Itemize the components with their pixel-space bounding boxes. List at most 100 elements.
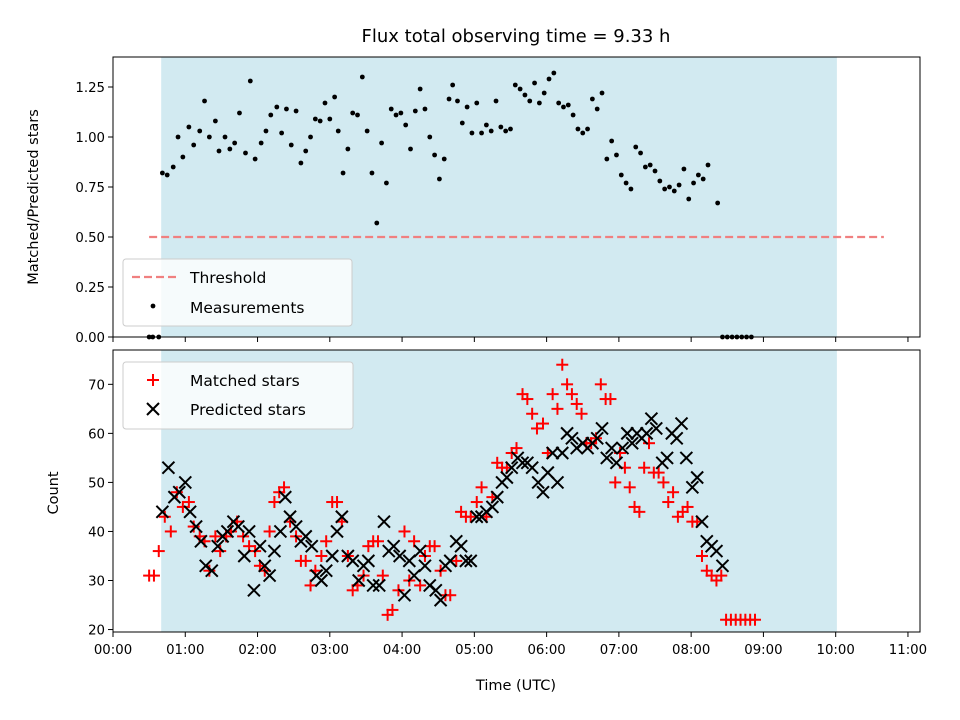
measurement-point xyxy=(284,106,289,112)
measurement-point xyxy=(227,146,233,152)
predicted-stars-point xyxy=(314,573,329,588)
y-tick-label: 0.75 xyxy=(75,181,105,196)
measurement-point xyxy=(705,162,711,168)
matched-stars-point xyxy=(278,481,291,494)
measurement-point xyxy=(197,128,203,134)
measurement-point xyxy=(628,186,634,192)
measurement-point xyxy=(374,220,380,226)
measurement-point xyxy=(298,160,304,166)
matched-stars-point xyxy=(371,535,384,548)
matched-stars-point xyxy=(638,461,651,474)
matched-stars-point xyxy=(209,530,222,543)
matched-stars-point xyxy=(633,505,646,518)
measurement-point xyxy=(676,182,682,188)
measurement-point xyxy=(541,90,547,96)
measurement-point xyxy=(335,128,341,134)
measurement-point xyxy=(164,172,170,178)
predicted-stars-point xyxy=(335,510,349,524)
predicted-stars-point xyxy=(443,554,457,568)
predicted-stars-point xyxy=(242,524,256,539)
matched-stars-point xyxy=(268,496,281,509)
matched-stars-point xyxy=(530,422,543,435)
measurement-point xyxy=(274,104,280,110)
predicted-stars-point xyxy=(620,426,635,441)
measurement-point xyxy=(408,146,413,152)
matched-stars-point xyxy=(320,535,333,548)
measurement-point xyxy=(536,100,542,106)
measurement-point xyxy=(594,106,600,112)
top-y-axis-label: Matched/Predicted stars xyxy=(26,109,42,285)
measurement-point xyxy=(232,140,238,146)
measurement-point xyxy=(388,106,394,112)
predicted-stars-point xyxy=(604,441,619,455)
matched-stars-point xyxy=(331,496,344,509)
measurement-point xyxy=(422,106,428,112)
measurement-point xyxy=(667,184,672,190)
matched-stars-point xyxy=(546,388,559,401)
predicted-stars-point xyxy=(283,510,297,524)
predicted-stars-point xyxy=(550,475,565,490)
measurement-point xyxy=(159,170,165,176)
measurement-point xyxy=(642,164,648,170)
predicted-stars-point xyxy=(377,514,391,529)
x-tick-label: 02:00 xyxy=(238,643,276,658)
measurement-point xyxy=(508,126,513,132)
measurement-point xyxy=(191,142,197,148)
bottom-y-axis: 20 30 40 50 60 70 xyxy=(88,378,113,639)
top-legend-box xyxy=(122,258,353,327)
predicted-stars-point xyxy=(172,485,186,499)
measurement-point xyxy=(432,152,437,158)
predicted-stars-point xyxy=(644,411,659,426)
bottom-series-layer xyxy=(143,358,761,626)
measurement-point xyxy=(580,130,586,136)
measurement-point xyxy=(715,200,721,206)
predicted-stars-point xyxy=(464,554,478,568)
measurement-point xyxy=(403,122,409,128)
measurement-point xyxy=(638,150,643,156)
measurement-point xyxy=(671,188,677,194)
matched-stars-point xyxy=(470,496,483,509)
x-tick-label: 01:00 xyxy=(166,643,204,658)
matched-stars-point xyxy=(551,402,564,415)
y-tick-label: 1.00 xyxy=(75,131,105,146)
predicted-stars-point xyxy=(211,539,225,553)
top-series-layer xyxy=(146,70,884,340)
predicted-stars-point xyxy=(674,416,689,431)
predicted-stars-point xyxy=(155,505,170,519)
x-tick-label: 00:00 xyxy=(94,643,132,658)
measurement-point xyxy=(175,134,181,140)
predicted-stars-point xyxy=(433,593,448,607)
measurement-point xyxy=(633,144,639,150)
x-tick-label: 06:00 xyxy=(527,643,565,658)
legend-matched-swatch xyxy=(147,374,159,386)
measurement-point xyxy=(691,180,696,186)
predicted-stars-point xyxy=(649,421,663,436)
predicted-stars-point xyxy=(429,583,443,598)
measurement-point xyxy=(293,108,299,114)
predicted-stars-point xyxy=(273,524,288,539)
measurement-point xyxy=(350,110,356,116)
predicted-stars-point xyxy=(231,519,245,534)
matched-stars-point xyxy=(147,569,160,582)
matched-stars-point xyxy=(315,549,328,562)
x-tick-label: 11:00 xyxy=(889,643,927,658)
measurement-point xyxy=(589,96,595,102)
matched-stars-point xyxy=(475,481,488,494)
predicted-stars-point xyxy=(345,554,360,568)
measurement-point xyxy=(437,176,442,182)
matched-stars-point xyxy=(176,500,189,513)
matched-stars-point xyxy=(748,613,761,626)
matched-stars-point xyxy=(715,569,728,582)
y-tick-label: 70 xyxy=(88,378,105,393)
measurement-point xyxy=(308,134,313,140)
legend-threshold-label: Threshold xyxy=(189,269,266,287)
predicted-stars-point xyxy=(545,446,560,460)
measurement-point xyxy=(614,152,619,158)
predicted-stars-point xyxy=(590,431,604,445)
x-tick-label: 04:00 xyxy=(383,643,421,658)
measurement-point xyxy=(268,112,274,118)
measurement-point xyxy=(455,98,460,104)
measurement-point xyxy=(216,148,222,154)
legend-measurements-label: Measurements xyxy=(190,299,305,317)
